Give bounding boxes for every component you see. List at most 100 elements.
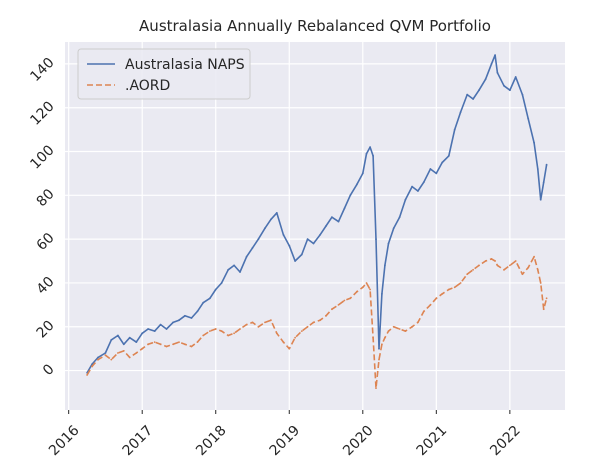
series-0: [86, 54, 548, 374]
data-point: [135, 352, 138, 354]
data-point: [288, 244, 291, 247]
data-point: [392, 227, 395, 230]
data-point: [319, 319, 321, 322]
data-point: [496, 264, 499, 267]
data-point: [422, 310, 425, 313]
data-point: [306, 238, 309, 241]
data-point: [545, 297, 548, 300]
data-point: [214, 288, 217, 291]
data-point: [536, 268, 539, 271]
data-point: [349, 297, 352, 300]
legend-label: Australasia NAPS: [125, 57, 245, 73]
data-point: [375, 238, 377, 241]
data-point: [306, 325, 309, 328]
data-point: [282, 341, 285, 343]
data-point: [398, 328, 401, 330]
data-point: [343, 207, 346, 210]
data-point: [349, 194, 352, 197]
data-point: [159, 323, 162, 326]
data-point: [545, 163, 548, 166]
data-point: [521, 273, 524, 276]
data-point: [527, 266, 530, 269]
data-point: [343, 299, 346, 302]
data-point: [378, 347, 380, 350]
data-point: [239, 328, 241, 330]
data-point: [369, 146, 371, 149]
data-point: [417, 321, 419, 324]
data-point: [514, 76, 517, 78]
data-point: [294, 260, 296, 262]
data-point: [356, 290, 358, 293]
data-point: [361, 286, 364, 289]
data-point: [294, 336, 296, 339]
data-point: [245, 323, 248, 326]
data-point: [275, 212, 278, 214]
data-point: [128, 336, 131, 339]
data-point: [331, 216, 333, 219]
data-point: [539, 282, 542, 284]
data-point: [196, 310, 199, 313]
data-point: [91, 363, 94, 365]
data-point: [539, 198, 542, 201]
data-point: [264, 321, 266, 324]
data-point: [172, 321, 175, 324]
data-point: [411, 325, 413, 328]
data-point: [190, 345, 193, 348]
data-point: [275, 332, 278, 335]
data-point: [270, 319, 272, 322]
data-point: [104, 354, 107, 357]
data-point: [484, 78, 487, 81]
data-point: [117, 352, 119, 354]
data-point: [411, 185, 413, 188]
data-point: [490, 63, 493, 65]
data-point: [404, 198, 407, 201]
data-point: [257, 325, 260, 328]
data-point: [251, 321, 254, 324]
data-point: [381, 293, 383, 295]
data-point: [494, 54, 496, 56]
data-point: [387, 330, 390, 332]
data-point: [104, 352, 107, 354]
data-point: [372, 155, 374, 157]
legend-box: [77, 48, 251, 100]
data-point: [404, 330, 407, 332]
data-point: [300, 330, 303, 332]
data-point: [356, 183, 358, 186]
data-point: [381, 343, 383, 346]
data-point: [227, 268, 230, 271]
data-point: [398, 216, 401, 219]
data-point: [312, 321, 315, 324]
data-point: [117, 334, 119, 337]
data-point: [233, 264, 236, 267]
data-point: [128, 356, 131, 359]
data-point: [429, 168, 432, 170]
chart-title: Australasia Annually Rebalanced QVM Port…: [139, 17, 491, 35]
legend-label: .AORD: [125, 78, 170, 94]
data-point: [220, 330, 223, 332]
data-point: [478, 89, 480, 92]
data-point: [325, 225, 327, 227]
data-point: [459, 282, 462, 284]
data-point: [422, 181, 425, 184]
data-point: [447, 288, 450, 291]
data-point: [110, 339, 113, 341]
data-point: [521, 93, 524, 96]
data-point: [153, 341, 156, 343]
data-point: [365, 152, 368, 155]
data-point: [435, 297, 438, 300]
data-point: [300, 253, 303, 256]
data-point: [147, 328, 150, 330]
data-point: [372, 336, 374, 339]
data-point: [209, 297, 211, 300]
data-point: [202, 334, 205, 337]
data-point: [503, 84, 505, 87]
data-point: [325, 314, 327, 317]
data-point: [97, 356, 99, 359]
data-point: [264, 227, 266, 230]
data-point: [172, 343, 175, 346]
data-point: [165, 328, 168, 330]
data-point: [494, 260, 496, 262]
data-point: [441, 161, 444, 164]
data-point: [270, 218, 272, 221]
data-point: [375, 387, 377, 389]
